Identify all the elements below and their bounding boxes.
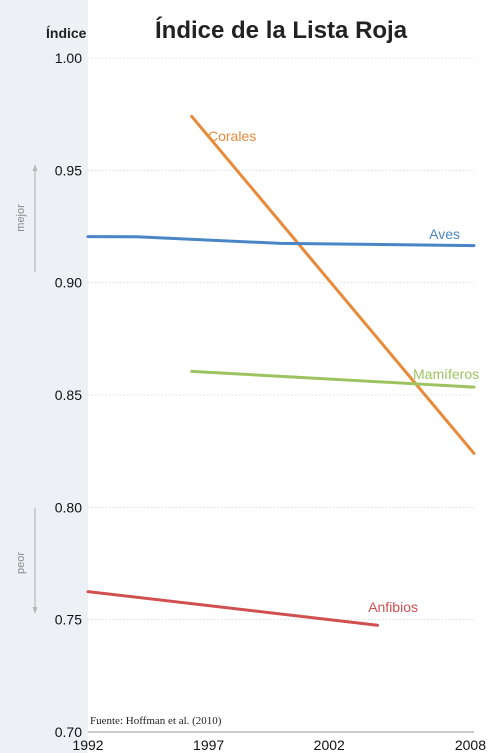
series-labels: Corales Aves Mamíferos Anfibios	[208, 128, 479, 615]
y-tick-label: 0.85	[55, 387, 82, 403]
x-tick-label: 2002	[314, 737, 345, 753]
source-note: Fuente: Hoffman et al. (2010)	[90, 715, 222, 727]
worse-label: peor	[15, 552, 27, 574]
series-line-aves	[88, 237, 474, 246]
series-label: Aves	[429, 226, 460, 242]
chart-title: Índice de la Lista Roja	[155, 16, 408, 44]
y-tick-label: 0.80	[55, 499, 82, 515]
series-line-corales	[192, 116, 474, 453]
series-label: Anfibios	[368, 599, 418, 615]
up-arrow-icon	[33, 164, 38, 171]
y-tick-label: 0.90	[55, 275, 82, 291]
grid-lines	[88, 58, 474, 732]
y-tick-label: 0.75	[55, 612, 82, 628]
series-line-anfibios	[88, 592, 378, 626]
series-label: Mamíferos	[413, 366, 479, 382]
y-tick-label: 1.00	[55, 50, 82, 66]
y-tick-label: 0.95	[55, 162, 82, 178]
x-tick-label: 1992	[72, 737, 103, 753]
down-arrow-icon	[33, 607, 38, 614]
y-tick-labels: 1.000.950.900.850.800.750.70	[55, 50, 82, 740]
x-tick-labels: 1992 1997 2002 2008	[72, 737, 486, 753]
y-axis-label: Índice	[46, 25, 87, 41]
series-label: Corales	[208, 128, 256, 144]
x-tick-label: 2008	[455, 737, 486, 753]
x-tick-label: 1997	[193, 737, 224, 753]
better-label: mejor	[15, 204, 27, 232]
